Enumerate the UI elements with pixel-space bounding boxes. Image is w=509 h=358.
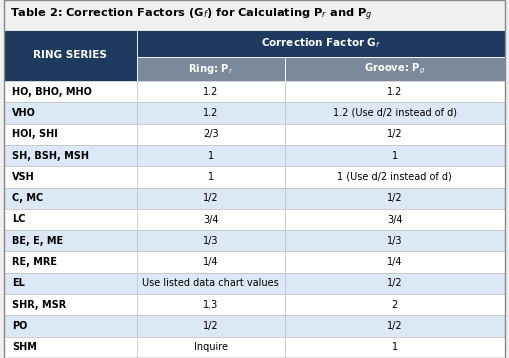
Bar	[137, 102, 285, 124]
Text: RING SERIES: RING SERIES	[34, 50, 107, 61]
Text: EL: EL	[12, 279, 25, 289]
Bar	[285, 102, 505, 124]
Text: Inquire: Inquire	[193, 342, 228, 352]
Text: SHR, MSR: SHR, MSR	[12, 300, 66, 310]
Bar	[4, 166, 137, 188]
Bar	[137, 188, 285, 209]
Bar	[4, 209, 137, 230]
Bar	[4, 124, 137, 145]
Text: 1 (Use d/2 instead of d): 1 (Use d/2 instead of d)	[337, 172, 452, 182]
Bar	[137, 30, 505, 57]
Text: RE, MRE: RE, MRE	[12, 257, 57, 267]
Bar	[4, 337, 137, 358]
Text: 1.3: 1.3	[203, 300, 218, 310]
Bar	[285, 124, 505, 145]
Bar	[285, 188, 505, 209]
Text: 1/2: 1/2	[387, 193, 403, 203]
Text: Correction Factor G$_f$: Correction Factor G$_f$	[261, 37, 381, 50]
Bar	[4, 102, 137, 124]
Text: BE, E, ME: BE, E, ME	[12, 236, 63, 246]
Bar	[4, 251, 137, 273]
Text: 1/2: 1/2	[387, 279, 403, 289]
Text: PO: PO	[12, 321, 27, 331]
Bar	[137, 57, 285, 81]
Text: 3/4: 3/4	[387, 214, 403, 224]
Bar	[4, 294, 137, 315]
Text: 1.2: 1.2	[203, 87, 218, 97]
Bar	[137, 251, 285, 273]
Text: VSH: VSH	[12, 172, 35, 182]
Text: 1: 1	[392, 342, 398, 352]
Text: HO, BHO, MHO: HO, BHO, MHO	[12, 87, 92, 97]
Bar	[137, 81, 285, 102]
Text: 1/3: 1/3	[203, 236, 218, 246]
Text: 1.2: 1.2	[387, 87, 403, 97]
Bar	[285, 166, 505, 188]
Bar	[137, 315, 285, 337]
Bar	[4, 230, 137, 251]
Bar	[137, 209, 285, 230]
Text: 2/3: 2/3	[203, 129, 218, 139]
Bar	[4, 273, 137, 294]
Bar	[285, 209, 505, 230]
Text: 1/4: 1/4	[387, 257, 403, 267]
Bar	[137, 337, 285, 358]
Text: 1/3: 1/3	[387, 236, 403, 246]
Text: 1: 1	[392, 151, 398, 161]
Text: Table 2: Correction Factors (G$_f$) for Calculating P$_r$ and P$_g$: Table 2: Correction Factors (G$_f$) for …	[10, 7, 373, 23]
Text: 3/4: 3/4	[203, 214, 218, 224]
Bar	[4, 315, 137, 337]
Text: 1/2: 1/2	[387, 129, 403, 139]
Bar	[4, 30, 137, 81]
Bar	[285, 337, 505, 358]
Text: Groove: P$_g$: Groove: P$_g$	[364, 62, 426, 76]
Bar	[285, 230, 505, 251]
Bar	[285, 294, 505, 315]
Bar	[137, 166, 285, 188]
Text: SH, BSH, MSH: SH, BSH, MSH	[12, 151, 89, 161]
Text: Use listed data chart values: Use listed data chart values	[143, 279, 279, 289]
Text: 1: 1	[208, 172, 214, 182]
Bar	[4, 81, 137, 102]
Text: SHM: SHM	[12, 342, 37, 352]
Bar	[137, 145, 285, 166]
Text: 1/4: 1/4	[203, 257, 218, 267]
Text: 1.2 (Use d/2 instead of d): 1.2 (Use d/2 instead of d)	[333, 108, 457, 118]
Text: VHO: VHO	[12, 108, 36, 118]
Bar	[137, 294, 285, 315]
Bar	[137, 230, 285, 251]
Text: Ring: P$_r$: Ring: P$_r$	[188, 62, 234, 76]
Text: 1/2: 1/2	[203, 321, 218, 331]
Text: 2: 2	[391, 300, 398, 310]
Text: 1.2: 1.2	[203, 108, 218, 118]
Bar	[285, 145, 505, 166]
Text: C, MC: C, MC	[12, 193, 43, 203]
Bar	[4, 188, 137, 209]
Bar	[285, 57, 505, 81]
Bar	[137, 273, 285, 294]
Bar	[285, 81, 505, 102]
Text: HOI, SHI: HOI, SHI	[12, 129, 58, 139]
Bar	[4, 0, 505, 30]
Bar	[285, 251, 505, 273]
Text: 1/2: 1/2	[387, 321, 403, 331]
Bar	[285, 273, 505, 294]
Text: 1: 1	[208, 151, 214, 161]
Bar	[285, 315, 505, 337]
Bar	[137, 124, 285, 145]
Text: 1/2: 1/2	[203, 193, 218, 203]
Text: LC: LC	[12, 214, 25, 224]
Bar	[4, 145, 137, 166]
